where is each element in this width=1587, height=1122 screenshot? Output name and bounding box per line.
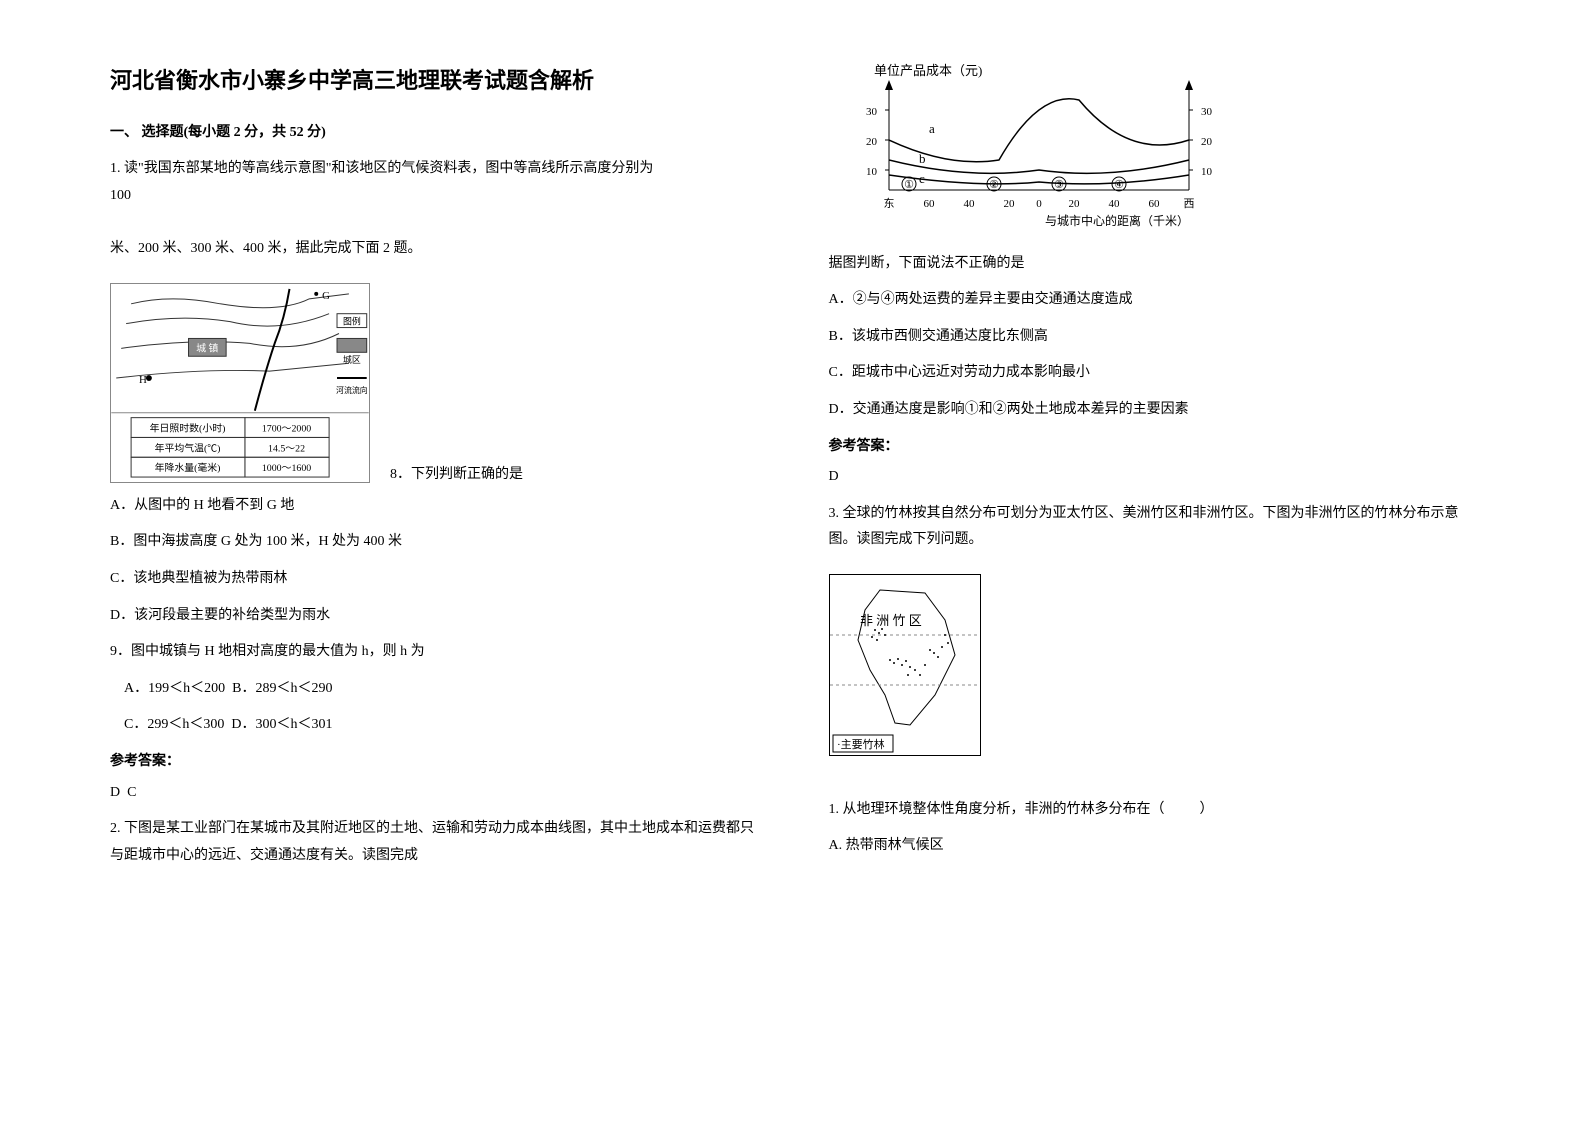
svg-text:③: ③	[1054, 179, 1064, 191]
figure-contour-map: 城 镇 H G 图例 城区 河流流向 年日照时数(小时)	[110, 283, 370, 483]
svg-text:10: 10	[866, 166, 878, 178]
svg-text:河流流向: 河流流向	[336, 385, 368, 395]
svg-text:20: 20	[1003, 198, 1015, 210]
svg-text:20: 20	[866, 136, 878, 148]
svg-text:b: b	[919, 151, 926, 166]
svg-text:10: 10	[1201, 166, 1213, 178]
svg-text:40: 40	[963, 198, 975, 210]
q3-1: 1. 从地理环境整体性角度分析，非洲的竹林多分布在（ ）	[829, 797, 1478, 824]
answer-label-2: 参考答案：	[829, 434, 1478, 461]
q3-1-opt-a: A. 热带雨林气候区	[829, 833, 1478, 860]
q1-8-lead: 8．下列判断正确的是	[390, 462, 523, 489]
figure-africa-bamboo: 非 洲 竹 区 ·主要竹林	[829, 574, 981, 756]
svg-text:④: ④	[1114, 179, 1124, 191]
svg-text:c: c	[919, 171, 925, 186]
svg-text:年降水量(毫米): 年降水量(毫米)	[155, 461, 221, 474]
q1-9-opt-ab: A．199＜h＜200 B．289＜h＜290	[110, 676, 759, 703]
q2-opt-c: C．距城市中心远近对劳动力成本影响最小	[829, 360, 1478, 387]
q2-opt-a: A．②与④两处运费的差异主要由交通通达度造成	[829, 287, 1478, 314]
svg-text:a: a	[929, 121, 935, 136]
svg-text:1000～1600: 1000～1600	[262, 463, 311, 474]
svg-text:30: 30	[866, 106, 878, 118]
svg-text:40: 40	[1108, 198, 1120, 210]
svg-text:年日照时数(小时): 年日照时数(小时)	[150, 421, 226, 434]
svg-text:20: 20	[1068, 198, 1080, 210]
q2-opt-b: B．该城市西侧交通通达度比东侧高	[829, 324, 1478, 351]
svg-text:60: 60	[1148, 198, 1160, 210]
svg-text:图例: 图例	[343, 315, 361, 326]
svg-text:西: 西	[1183, 198, 1194, 210]
svg-text:H: H	[139, 374, 147, 386]
q2-stem: 2. 下图是某工业部门在某城市及其附近地区的土地、运输和劳动力成本曲线图，其中土…	[110, 816, 759, 869]
page-title: 河北省衡水市小寨乡中学高三地理联考试题含解析	[110, 60, 759, 102]
svg-text:0: 0	[1036, 198, 1042, 210]
q1-8-opt-c: C．该地典型植被为热带雨林	[110, 566, 759, 593]
section-header: 一、 选择题(每小题 2 分，共 52 分)	[110, 120, 759, 147]
svg-text:单位产品成本（元): 单位产品成本（元)	[874, 63, 982, 78]
q1-answer: D C	[110, 780, 759, 807]
svg-text:60: 60	[923, 198, 935, 210]
q3-stem: 3. 全球的竹林按其自然分布可划分为亚太竹区、美洲竹区和非洲竹区。下图为非洲竹区…	[829, 501, 1478, 554]
q1-9: 9．图中城镇与 H 地相对高度的最大值为 h，则 h 为	[110, 639, 759, 666]
svg-text:G: G	[322, 290, 330, 302]
figure-cost-chart: 单位产品成本（元) 10 20 30 10 20 30 东	[829, 60, 1478, 251]
svg-text:东: 东	[883, 197, 894, 210]
q1-8-opt-a: A．从图中的 H 地看不到 G 地	[110, 493, 759, 520]
svg-text:非 洲 竹 区: 非 洲 竹 区	[860, 613, 922, 628]
svg-text:·主要竹林: ·主要竹林	[837, 737, 885, 751]
q2-judge: 据图判断，下面说法不正确的是	[829, 251, 1478, 278]
svg-text:①: ①	[904, 179, 914, 191]
svg-text:1700～2000: 1700～2000	[262, 423, 311, 434]
svg-text:与城市中心的距离（千米）: 与城市中心的距离（千米）	[1044, 213, 1188, 228]
q2-answer: D	[829, 464, 1478, 491]
svg-text:30: 30	[1201, 106, 1213, 118]
q1-8-opt-b: B．图中海拔高度 G 处为 100 米，H 处为 400 米	[110, 529, 759, 556]
q1-8-opt-d: D．该河段最主要的补给类型为雨水	[110, 603, 759, 630]
svg-text:20: 20	[1201, 136, 1213, 148]
answer-label-1: 参考答案：	[110, 749, 759, 776]
svg-text:城区: 城区	[343, 355, 361, 365]
q2-opt-d: D．交通通达度是影响①和②两处土地成本差异的主要因素	[829, 397, 1478, 424]
q1-9-opt-cd: C．299＜h＜300 D．300＜h＜301	[110, 712, 759, 739]
svg-text:城 镇: 城 镇	[196, 341, 218, 354]
svg-text:14.5～22: 14.5～22	[268, 443, 305, 454]
svg-text:②: ②	[989, 179, 999, 191]
q1-stem: 1. 读"我国东部某地的等高线示意图"和该地区的气候资料表，图中等高线所示高度分…	[110, 156, 759, 262]
svg-text:年平均气温(℃): 年平均气温(℃)	[155, 441, 221, 454]
